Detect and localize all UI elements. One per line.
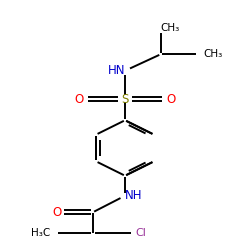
Text: S: S (121, 92, 129, 106)
Text: H₃C: H₃C (31, 228, 50, 238)
Text: HN: HN (108, 64, 125, 77)
Text: O: O (167, 92, 176, 106)
Text: O: O (52, 206, 62, 219)
Text: CH₃: CH₃ (161, 23, 180, 33)
Text: CH₃: CH₃ (204, 49, 223, 59)
Text: Cl: Cl (136, 228, 146, 238)
Text: O: O (74, 92, 83, 106)
Text: NH: NH (125, 189, 142, 202)
